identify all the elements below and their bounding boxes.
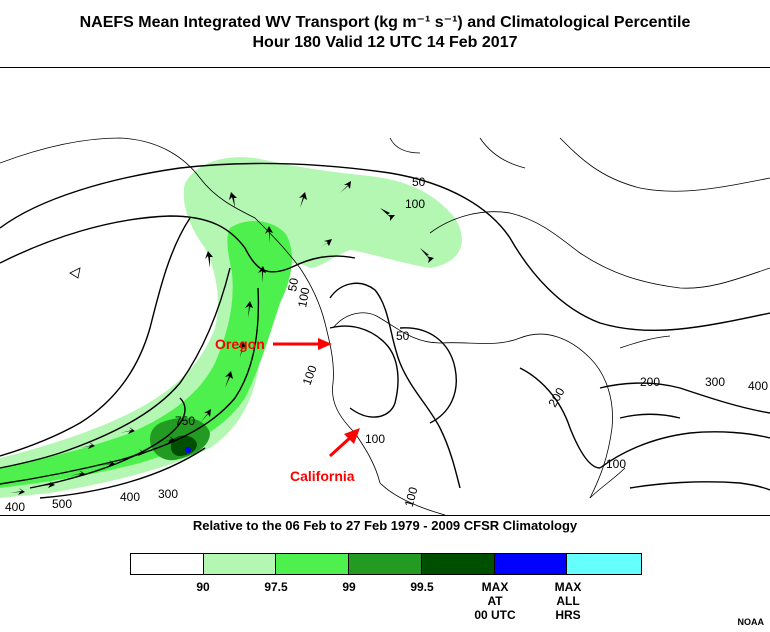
legend-swatch — [203, 554, 277, 574]
contour-label: 200 — [545, 385, 567, 410]
percentile-legend-bar — [130, 553, 642, 575]
legend-swatch — [131, 554, 204, 574]
ivt-vectors — [10, 181, 434, 495]
oregon-arrow-icon — [318, 338, 332, 350]
climatology-subtitle: Relative to the 06 Feb to 27 Feb 1979 - … — [192, 518, 578, 533]
noaa-credit: NOAA — [737, 617, 765, 627]
contour-label: 50 — [412, 175, 426, 189]
contour-label: 100 — [606, 457, 626, 471]
oregon-label: Oregon — [215, 336, 265, 352]
legend-label: 99 — [342, 580, 356, 594]
legend-swatch — [276, 554, 350, 574]
contour-label: 400 — [5, 500, 25, 514]
coastlines — [0, 137, 770, 515]
legend-label: MAX ALL HRS — [554, 580, 582, 622]
contour-label: 100 — [402, 485, 421, 508]
legend-label: 90 — [196, 580, 210, 594]
legend-label: 97.5 — [264, 580, 288, 594]
legend-label: MAX AT 00 UTC — [474, 580, 516, 622]
legend-swatch — [349, 554, 422, 574]
contour-label: 300 — [158, 487, 178, 501]
contour-label: 400 — [748, 379, 768, 393]
percentile-shading — [0, 157, 462, 499]
contour-label: 200 — [640, 375, 660, 389]
map-panel: 50 100 50 100 750 400 300 500 400 100 20… — [0, 67, 770, 516]
legend-label: 99.5 — [410, 580, 434, 594]
contour-label: 500 — [52, 497, 72, 511]
california-label: California — [290, 468, 355, 484]
contour-label: 400 — [120, 490, 140, 504]
state-annotations: Oregon California — [215, 336, 360, 484]
contour-label: 100 — [300, 363, 320, 387]
contour-label: 300 — [705, 375, 725, 389]
contour-label: 50 — [285, 277, 301, 293]
legend-swatch — [421, 554, 495, 574]
legend-swatch — [567, 554, 642, 574]
california-arrow-icon — [344, 428, 360, 444]
chart-title: NAEFS Mean Integrated WV Transport (kg m… — [79, 14, 691, 31]
contour-label: 50 — [396, 329, 410, 343]
contour-label: 100 — [365, 432, 385, 446]
ivt-contours — [0, 162, 770, 499]
contour-label: 750 — [175, 414, 195, 428]
contour-label: 100 — [405, 197, 425, 211]
legend-swatch — [494, 554, 568, 574]
contour-label: 100 — [295, 286, 312, 308]
chart-valid-time: Hour 180 Valid 12 UTC 14 Feb 2017 — [252, 34, 518, 51]
